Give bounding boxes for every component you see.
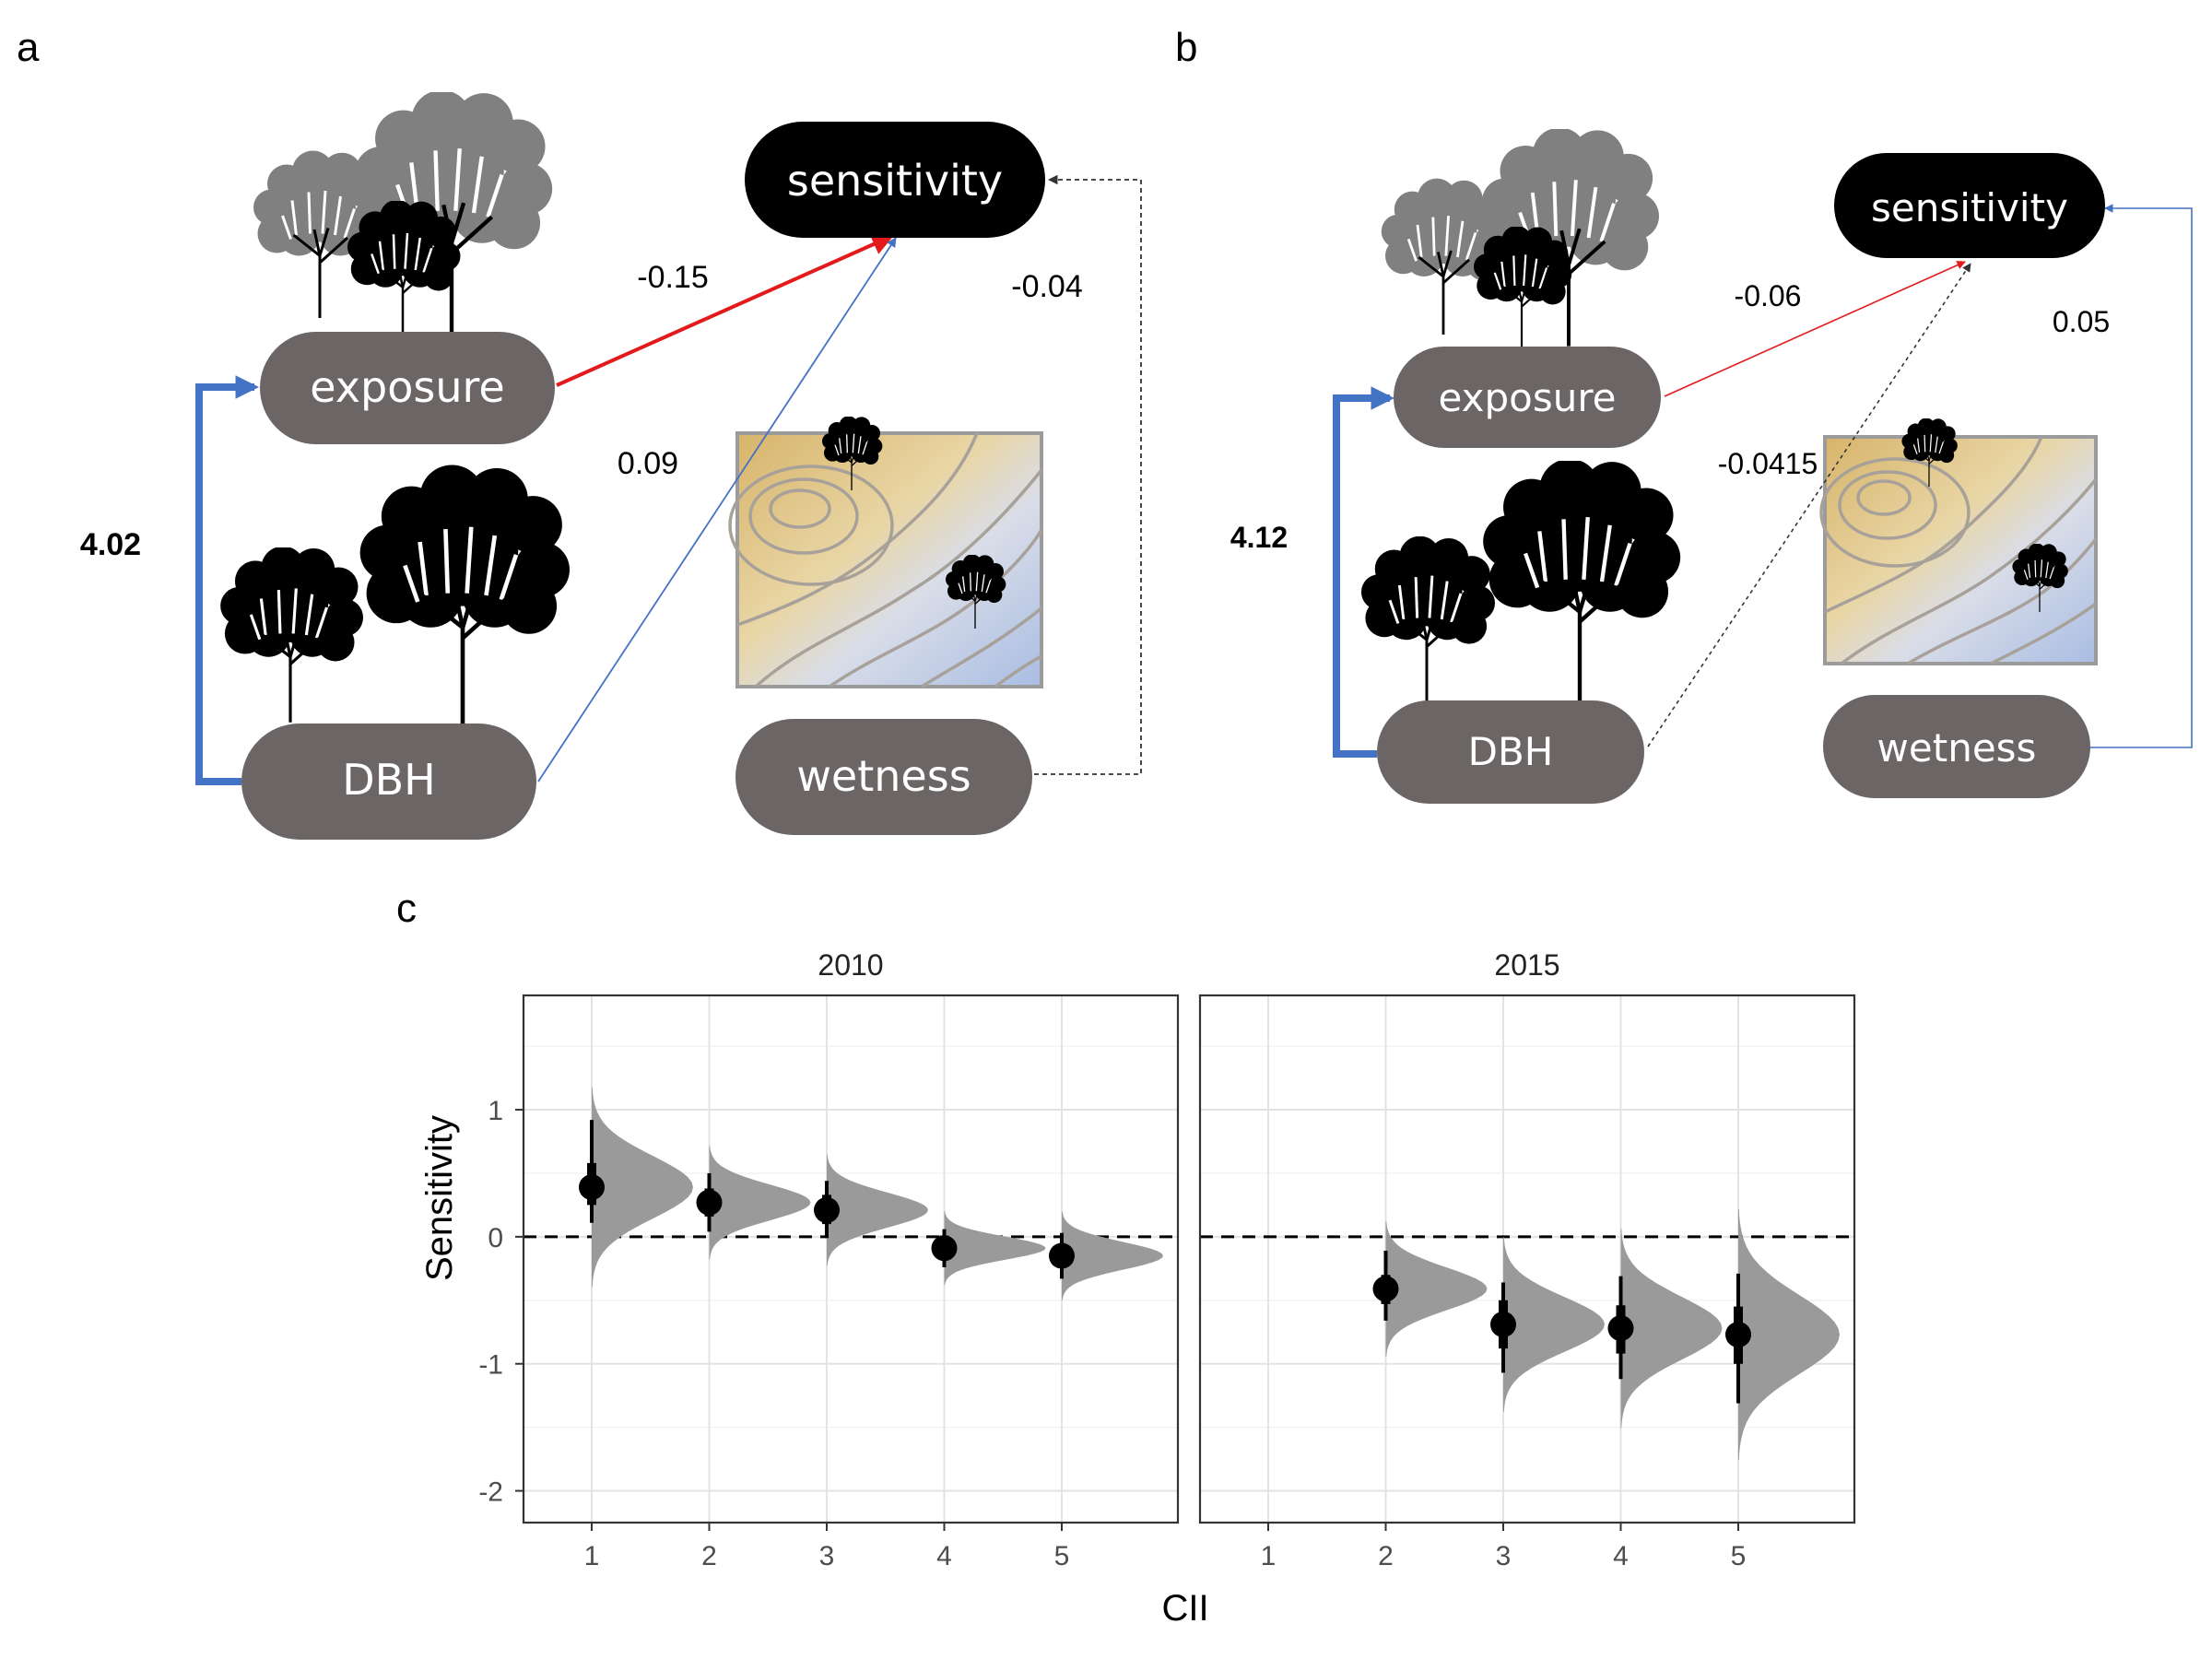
density-shape <box>592 1087 693 1288</box>
y-tick-label: -2 <box>478 1477 503 1508</box>
coef-dbh-sensitivity-b: -0.0415 <box>1718 447 1818 480</box>
coef-dbh-exposure-b: 4.12 <box>1230 521 1288 554</box>
density-shape <box>944 1211 1046 1286</box>
tree-icon-exposure-b <box>1380 129 1659 347</box>
density-shape <box>1062 1211 1163 1300</box>
mean-point <box>814 1196 840 1223</box>
coef-dbh-sensitivity-a: 0.09 <box>618 446 678 481</box>
x-tick-label: 1 <box>1261 1541 1277 1571</box>
arrow-exposure-to-sensitivity-b <box>1664 261 1966 397</box>
node-label-exposure-a: exposure <box>310 362 504 412</box>
x-tick-label: 4 <box>936 1541 952 1571</box>
tree-icon-dbh-a <box>218 465 570 724</box>
x-axis-title: CII <box>1161 1588 1208 1629</box>
coef-wetness-sensitivity-a: -0.04 <box>1011 269 1083 304</box>
node-exposure-a: exposure <box>260 332 555 444</box>
arrow-exposure-to-sensitivity-a <box>556 233 895 387</box>
tree-icon-exposure-a <box>252 90 552 339</box>
x-tick-label: 3 <box>1496 1541 1512 1571</box>
node-dbh-a: DBH <box>241 724 536 840</box>
x-tick-label: 2 <box>1378 1541 1394 1571</box>
x-tick-label: 1 <box>584 1541 600 1571</box>
x-tick-label: 5 <box>1054 1541 1070 1571</box>
panel-label-a: a <box>17 25 40 70</box>
x-tick-label: 4 <box>1613 1541 1629 1571</box>
node-label-wetness-b: wetness <box>1877 725 2037 771</box>
facet-title-2010: 2010 <box>818 948 883 982</box>
node-wetness-a: wetness <box>735 719 1032 835</box>
density-shape <box>827 1154 928 1266</box>
mean-point <box>1372 1276 1399 1302</box>
y-axis-title: Sensitivity <box>419 1115 460 1281</box>
density-shape <box>1503 1237 1605 1412</box>
node-label-wetness-a: wetness <box>796 751 971 801</box>
node-exposure-b: exposure <box>1394 347 1661 448</box>
node-sensitivity-b: sensitivity <box>1834 153 2105 258</box>
density-shape <box>1738 1208 1840 1461</box>
arrow-dbh-to-sensitivity-a <box>537 237 897 782</box>
node-label-sensitivity-b: sensitivity <box>1871 185 2068 230</box>
node-label-sensitivity-a: sensitivity <box>787 156 1003 206</box>
arrow-dbh-to-sensitivity-b <box>1647 263 1971 747</box>
y-tick-label: -1 <box>478 1350 503 1381</box>
panel-c: c 2010 1 2 3 4 5 2015 1 2 3 4 5 1 0 -1 -2 CII Sensitivi… <box>396 886 1856 1629</box>
panel-label-b: b <box>1175 25 1197 70</box>
mean-point <box>1725 1322 1751 1348</box>
node-dbh-b: DBH <box>1377 700 1644 804</box>
facet-panel-border <box>1198 994 1856 1524</box>
topography-map-b <box>1819 418 2098 665</box>
node-label-exposure-b: exposure <box>1439 375 1617 420</box>
path-diagram-a: a <box>17 25 1142 840</box>
coef-exposure-sensitivity-b: -0.06 <box>1735 279 1802 312</box>
node-sensitivity-a: sensitivity <box>745 122 1045 238</box>
panel-label-c: c <box>396 886 417 931</box>
arrow-dbh-to-exposure-b <box>1333 386 1395 758</box>
y-tick-label: 0 <box>488 1223 503 1253</box>
mean-point <box>1490 1311 1516 1337</box>
sensitivity-chart: 2010 1 2 3 4 5 2015 1 2 3 4 5 1 0 -1 -2 <box>478 948 1856 1571</box>
node-label-dbh-b: DBH <box>1468 729 1554 774</box>
facet-title-2015: 2015 <box>1494 948 1559 982</box>
x-tick-label: 5 <box>1731 1541 1747 1571</box>
density-shape <box>1620 1228 1723 1429</box>
arrow-wetness-to-sensitivity-a <box>1034 174 1142 775</box>
mean-point <box>1607 1315 1634 1342</box>
density-shape <box>709 1146 811 1260</box>
path-diagram-b: b <box>1175 25 2193 804</box>
coef-dbh-exposure-a: 4.02 <box>80 527 141 562</box>
facet-panel-border <box>522 994 1180 1524</box>
x-tick-label: 3 <box>819 1541 835 1571</box>
density-shape <box>1385 1220 1488 1357</box>
coef-wetness-sensitivity-b: 0.05 <box>2053 305 2110 338</box>
mean-point <box>579 1174 605 1201</box>
x-tick-label: 2 <box>701 1541 717 1571</box>
mean-point <box>931 1235 958 1262</box>
node-wetness-b: wetness <box>1823 695 2090 798</box>
mean-point <box>696 1189 723 1216</box>
tree-icon-dbh-b <box>1359 459 1680 702</box>
mean-point <box>1049 1242 1075 1269</box>
coef-exposure-sensitivity-a: -0.15 <box>637 260 709 295</box>
facet-2015: 2015 1 2 3 4 5 <box>1198 948 1856 1571</box>
arrow-dbh-to-exposure-a <box>195 375 260 785</box>
arrow-wetness-to-sensitivity-b <box>2090 204 2193 748</box>
facet-2010: 2010 1 2 3 4 5 <box>522 948 1180 1571</box>
y-tick-label: 1 <box>488 1096 503 1126</box>
topography-map-a <box>728 417 1043 688</box>
node-label-dbh-a: DBH <box>342 755 436 805</box>
